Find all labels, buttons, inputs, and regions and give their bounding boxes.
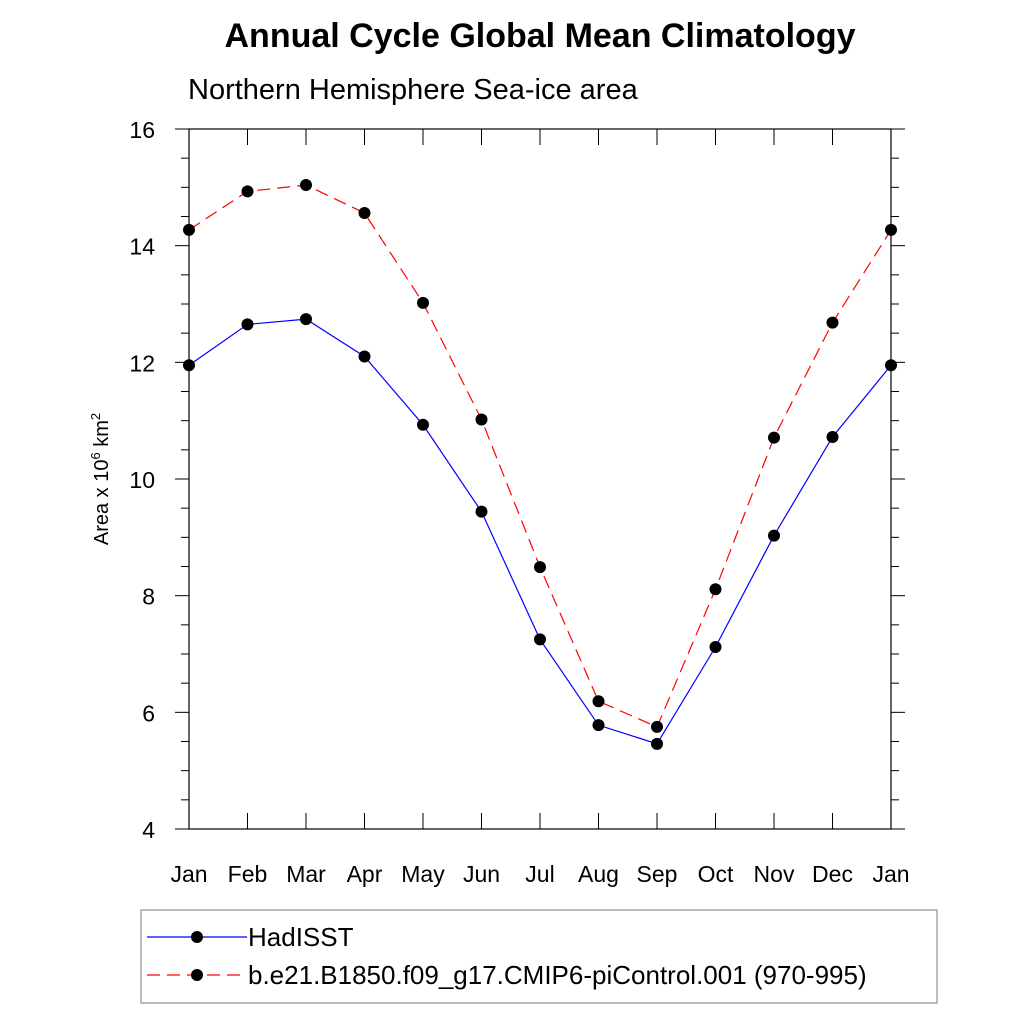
series-1-point bbox=[300, 313, 312, 326]
x-tick-label: Jun bbox=[463, 861, 500, 887]
y-tick-label: 6 bbox=[142, 700, 155, 726]
series-2-point bbox=[475, 413, 488, 426]
legend: HadISST b.e21.B1850.f09_g17.CMIP6-piContr… bbox=[140, 909, 938, 1004]
y-tick-label: 16 bbox=[129, 117, 155, 143]
plot-frame bbox=[188, 128, 892, 830]
legend-marker-2 bbox=[191, 969, 203, 981]
y-tick-label: 12 bbox=[129, 350, 155, 376]
series-2-point bbox=[885, 223, 897, 236]
series-2-point bbox=[651, 720, 663, 733]
series-2-point bbox=[709, 583, 722, 596]
series-line-2 bbox=[188, 184, 892, 728]
series-line-1 bbox=[188, 318, 892, 745]
series-2-point bbox=[826, 316, 839, 329]
legend-label-2: b.e21.B1850.f09_g17.CMIP6-piControl.001 … bbox=[248, 960, 867, 990]
series-1-point bbox=[709, 641, 722, 653]
x-tick-label: Jan bbox=[872, 861, 909, 887]
x-tick-label: Aug bbox=[578, 861, 619, 887]
legend-marker-1 bbox=[191, 931, 203, 943]
series-2-point bbox=[241, 185, 254, 198]
series-2-point bbox=[300, 179, 312, 191]
series-1-point bbox=[534, 633, 546, 646]
series-2-point bbox=[592, 695, 605, 708]
x-tick-label: Sep bbox=[637, 861, 678, 887]
series-2-point bbox=[768, 431, 780, 444]
y-tick-label: 14 bbox=[129, 234, 155, 260]
chart-title: Annual Cycle Global Mean Climatology bbox=[225, 17, 856, 55]
series-1-point bbox=[417, 418, 429, 431]
series-2-point bbox=[417, 296, 429, 309]
series-1-point bbox=[475, 505, 488, 518]
series-1-point bbox=[885, 359, 897, 372]
y-tick-label: 8 bbox=[142, 584, 155, 610]
x-tick-label: Jan bbox=[170, 861, 207, 887]
x-tick-label: Nov bbox=[754, 861, 795, 887]
y-tick-label: 10 bbox=[129, 467, 155, 493]
series-2-point bbox=[358, 207, 371, 219]
y-axis-label-exp: 6 bbox=[88, 452, 103, 459]
series-1-point bbox=[358, 350, 371, 363]
legend-box bbox=[140, 909, 938, 1004]
y-axis-label-unit: km bbox=[91, 420, 113, 452]
series-1-point bbox=[651, 737, 663, 750]
series-1-point bbox=[826, 431, 839, 443]
x-tick-label: Apr bbox=[347, 861, 383, 887]
y-axis-label-unit-exp: 2 bbox=[88, 413, 103, 420]
plot-area: Jan Feb Mar Apr May Jun Jul Aug Sep Oct Nov Dec Jan 4… bbox=[129, 117, 909, 887]
series-1-point bbox=[592, 719, 605, 732]
x-tick-label: Mar bbox=[286, 861, 326, 887]
x-tick-label: May bbox=[401, 861, 445, 887]
series-1-point bbox=[183, 359, 195, 372]
x-tick-label: Dec bbox=[812, 861, 853, 887]
x-tick-label: Oct bbox=[698, 861, 734, 887]
legend-label-1: HadISST bbox=[248, 922, 354, 952]
chart-subtitle: Northern Hemisphere Sea-ice area bbox=[188, 74, 639, 106]
y-axis-label: Area x 106 km2 bbox=[88, 413, 113, 545]
series-1-point bbox=[241, 318, 254, 331]
y-axis-label-main: Area x 10 bbox=[91, 460, 113, 546]
series-2-point bbox=[183, 223, 195, 236]
y-tick-label: 4 bbox=[142, 817, 155, 843]
series-1-point bbox=[768, 529, 780, 542]
x-tick-label: Feb bbox=[228, 861, 268, 887]
series-2-point bbox=[534, 561, 546, 574]
x-tick-label: Jul bbox=[525, 861, 554, 887]
